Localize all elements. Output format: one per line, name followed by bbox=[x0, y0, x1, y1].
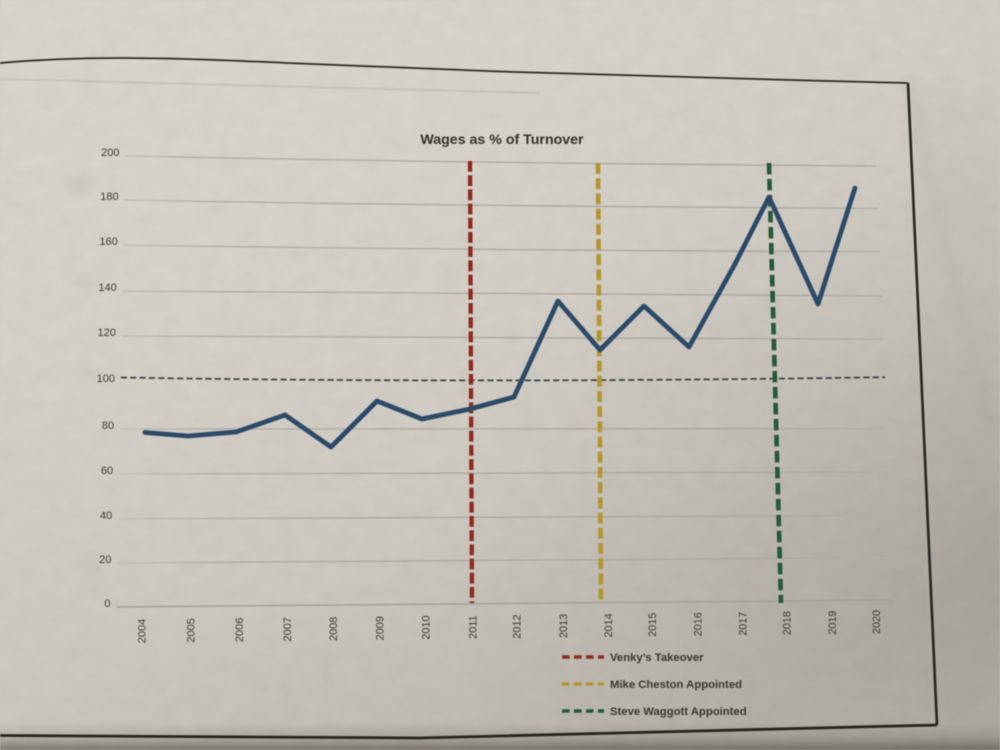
svg-text:2005: 2005 bbox=[186, 618, 198, 642]
svg-text:2014: 2014 bbox=[603, 613, 615, 637]
svg-text:2015: 2015 bbox=[647, 613, 659, 637]
svg-text:80: 80 bbox=[102, 420, 114, 432]
svg-text:0: 0 bbox=[104, 598, 110, 610]
svg-text:2008: 2008 bbox=[328, 617, 340, 641]
svg-text:2007: 2007 bbox=[282, 617, 294, 641]
svg-text:2011: 2011 bbox=[468, 615, 480, 638]
svg-text:Mike Cheston Appointed: Mike Cheston Appointed bbox=[610, 679, 742, 691]
svg-text:2016: 2016 bbox=[692, 612, 704, 636]
svg-text:100: 100 bbox=[97, 373, 115, 385]
svg-text:2006: 2006 bbox=[234, 618, 246, 642]
svg-text:200: 200 bbox=[101, 147, 119, 159]
svg-text:2013: 2013 bbox=[558, 614, 570, 638]
svg-text:Steve Waggott Appointed: Steve Waggott Appointed bbox=[610, 706, 747, 718]
svg-text:Venky’s Takeover: Venky’s Takeover bbox=[610, 652, 704, 664]
svg-text:120: 120 bbox=[98, 327, 116, 339]
svg-text:40: 40 bbox=[100, 510, 112, 522]
svg-text:2020: 2020 bbox=[871, 610, 883, 634]
svg-text:2010: 2010 bbox=[421, 615, 433, 639]
svg-text:160: 160 bbox=[99, 236, 117, 248]
svg-text:2019: 2019 bbox=[827, 611, 839, 635]
svg-text:60: 60 bbox=[101, 465, 113, 477]
svg-text:20: 20 bbox=[99, 554, 111, 566]
svg-text:2012: 2012 bbox=[512, 614, 524, 638]
svg-text:2018: 2018 bbox=[782, 611, 794, 635]
svg-text:2009: 2009 bbox=[374, 616, 386, 640]
svg-text:2004: 2004 bbox=[137, 619, 149, 643]
svg-text:180: 180 bbox=[100, 191, 118, 203]
svg-text:2017: 2017 bbox=[738, 612, 750, 636]
svg-text:140: 140 bbox=[98, 282, 116, 294]
svg-text:Wages as % of Turnover: Wages as % of Turnover bbox=[420, 132, 584, 148]
